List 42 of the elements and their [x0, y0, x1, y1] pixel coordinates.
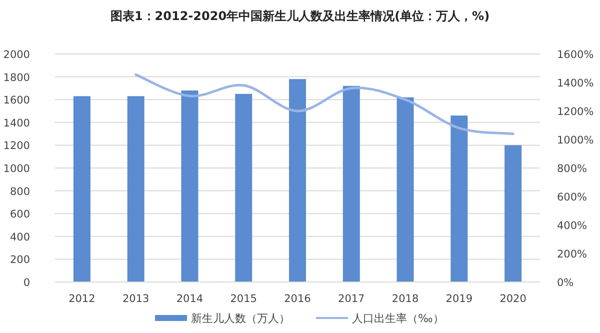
bar [73, 96, 90, 282]
x-tick-label: 2016 [284, 293, 312, 305]
bar [450, 116, 468, 282]
bar [396, 97, 414, 282]
y-tick-label: 0 [23, 277, 30, 289]
x-tick-label: 2019 [446, 293, 473, 305]
y-tick-label: 600 [10, 208, 30, 221]
y2-tick-label: 400% [557, 220, 588, 232]
y2-tick-label: 1000% [557, 134, 594, 146]
bar [235, 94, 252, 282]
x-tick-label: 2015 [230, 293, 257, 305]
chart-title: 图表1：2012-2020年中国新生儿人数及出生率情况(单位：万人，%) [110, 9, 490, 23]
y-tick-label: 800 [10, 186, 30, 198]
x-tick-label: 2014 [176, 293, 204, 305]
y-tick-label: 1600 [3, 94, 30, 107]
x-tick-label: 2020 [500, 293, 526, 305]
x-tick-label: 2012 [68, 293, 96, 305]
x-tick-label: 2017 [338, 293, 365, 305]
y2-tick-label: 1400% [557, 78, 594, 90]
bar [127, 96, 144, 282]
bar [504, 145, 522, 282]
y2-tick-label: 1200% [557, 106, 594, 118]
x-tick-label: 2018 [392, 293, 419, 305]
y-tick-label: 200 [10, 254, 30, 266]
y2-tick-label: 200% [557, 248, 588, 260]
legend-label: 新生儿人数（万人） [191, 312, 290, 325]
x-tick-label: 2013 [122, 293, 150, 305]
y2-tick-label: 800% [557, 163, 588, 175]
y-tick-label: 2000 [3, 49, 30, 61]
y-tick-label: 1000 [3, 163, 30, 175]
legend-label: 人口出生率（‰） [352, 312, 444, 325]
y2-tick-label: 0% [557, 277, 574, 289]
y-tick-label: 1800 [3, 72, 30, 84]
bar [289, 79, 306, 282]
y2-tick-label: 1600% [557, 49, 594, 61]
line-series [134, 73, 514, 136]
y2-tick-label: 600% [557, 192, 588, 204]
y-tick-label: 400 [10, 231, 30, 244]
bar [181, 90, 198, 282]
y-tick-label: 1400 [3, 117, 30, 130]
y-tick-label: 1200 [3, 140, 30, 152]
bar [342, 86, 360, 282]
